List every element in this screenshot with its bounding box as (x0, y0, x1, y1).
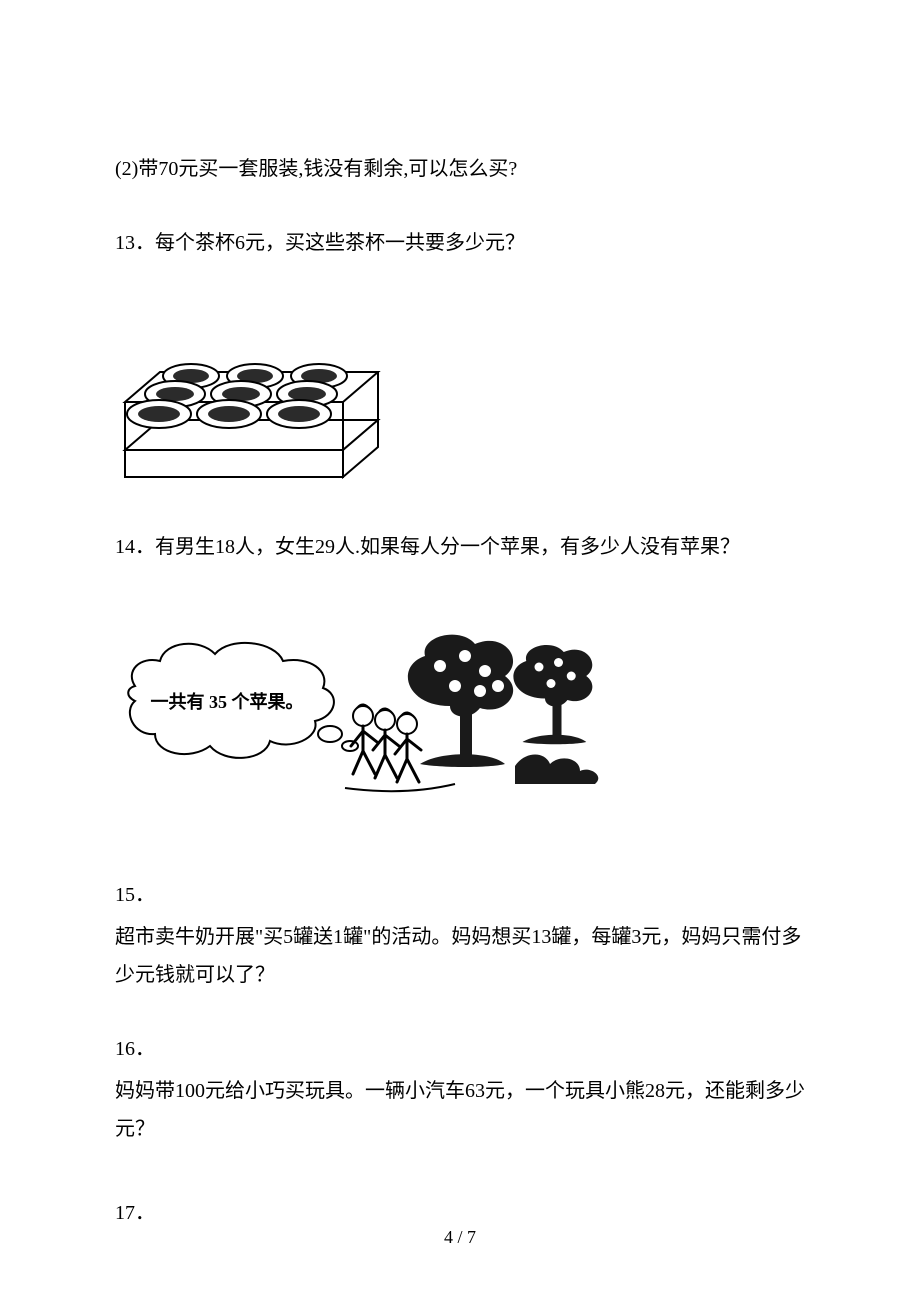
kids (351, 704, 421, 782)
q16-num: 16． (115, 1030, 805, 1068)
q13-block: 13．每个茶杯6元，买这些茶杯一共要多少元？ (115, 224, 805, 482)
bubble-text: 一共有 35 个苹果。 (151, 691, 304, 712)
apple-figure: 一共有 35 个苹果。 (115, 616, 805, 816)
q12b-text: (2)带70元买一套服装,钱没有剩余,可以怎么买? (115, 150, 805, 188)
q13-text: 13．每个茶杯6元，买这些茶杯一共要多少元？ (115, 224, 805, 262)
tree-1 (408, 635, 513, 767)
q16-body: 妈妈带100元给小巧买玩具。一辆小汽车63元，一个玩具小熊28元，还能剩多少元？ (115, 1072, 805, 1148)
teacup-figure (115, 312, 805, 482)
teacup-svg (115, 312, 385, 482)
q15-block: 15． 超市卖牛奶开展"买5罐送1罐"的活动。妈妈想买13罐，每罐3元，妈妈只需… (115, 876, 805, 994)
page: (2)带70元买一套服装,钱没有剩余,可以怎么买? 13．每个茶杯6元，买这些茶… (0, 0, 920, 1302)
apple-scene-svg: 一共有 35 个苹果。 (115, 616, 615, 816)
q12b-block: (2)带70元买一套服装,钱没有剩余,可以怎么买? (115, 150, 805, 188)
tree-2 (513, 645, 592, 744)
q14-text: 14．有男生18人，女生29人.如果每人分一个苹果，有多少人没有苹果？ (115, 528, 805, 566)
bushes (515, 754, 598, 784)
page-number: 4 / 7 (0, 1220, 920, 1254)
thought-bubble: 一共有 35 个苹果。 (128, 643, 358, 758)
q16-block: 16． 妈妈带100元给小巧买玩具。一辆小汽车63元，一个玩具小熊28元，还能剩… (115, 1030, 805, 1148)
q14-block: 14．有男生18人，女生29人.如果每人分一个苹果，有多少人没有苹果？ 一共有 … (115, 528, 805, 816)
q15-num: 15． (115, 876, 805, 914)
q15-body: 超市卖牛奶开展"买5罐送1罐"的活动。妈妈想买13罐，每罐3元，妈妈只需付多少元… (115, 918, 805, 994)
